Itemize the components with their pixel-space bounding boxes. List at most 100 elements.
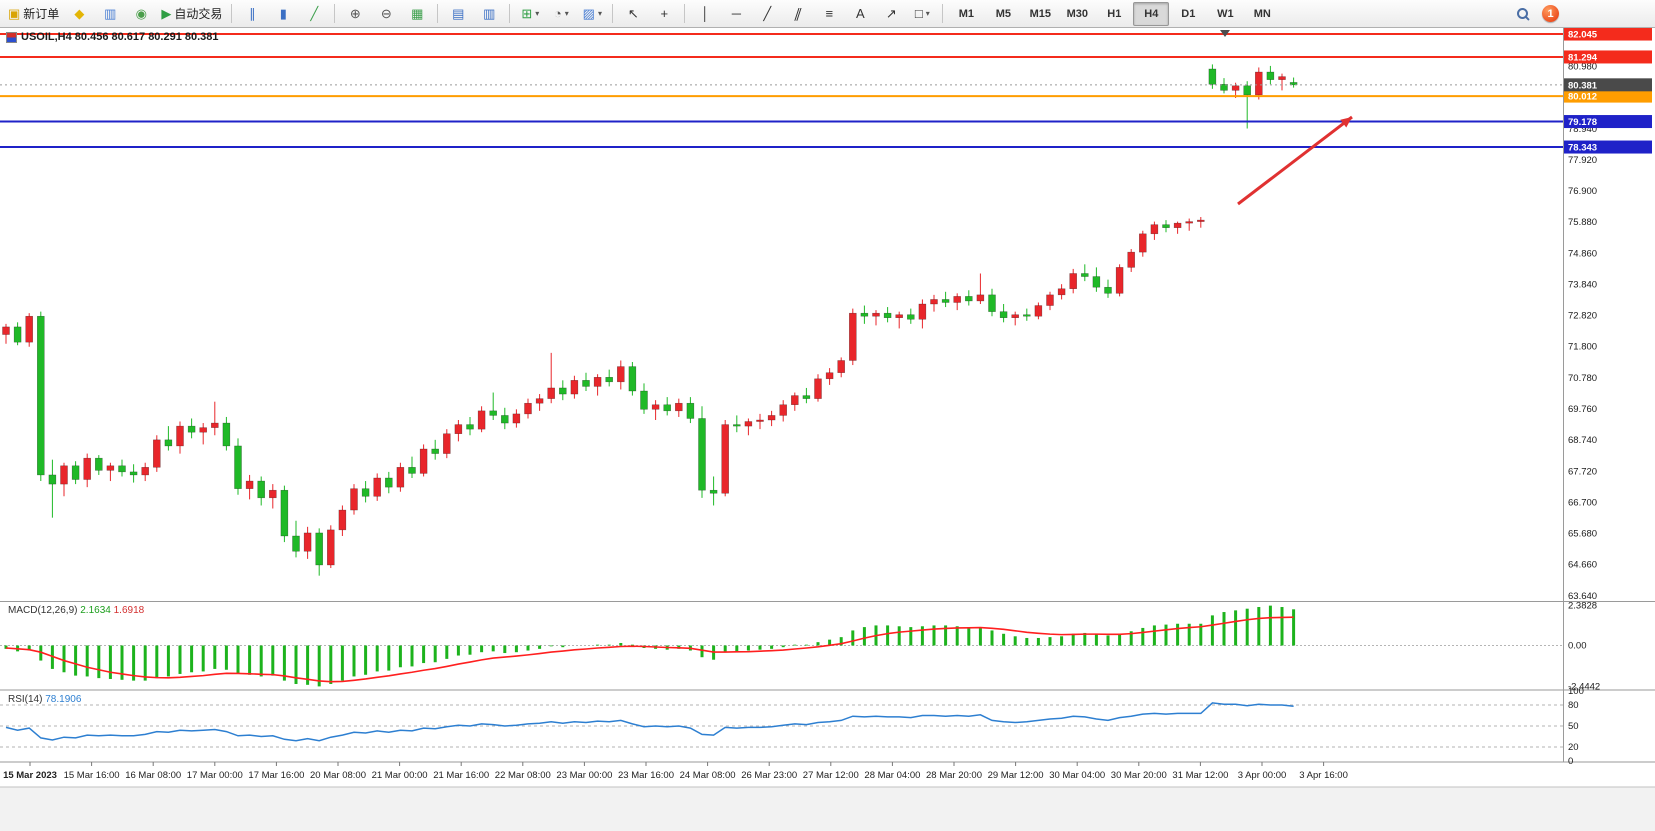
chart-templates-icon[interactable]: ◆ — [64, 2, 94, 26]
candle-body — [176, 425, 184, 447]
candle-body — [535, 398, 544, 404]
search-icon[interactable] — [1516, 7, 1530, 21]
svg-text:78.343: 78.343 — [1568, 143, 1597, 154]
timeframe-button-h4[interactable]: H4 — [1133, 1, 1170, 26]
candle-body — [211, 422, 219, 428]
timeframe-button-m15[interactable]: M15 — [1029, 7, 1052, 20]
data-window-icon[interactable]: ▥ — [95, 2, 125, 26]
candle-body — [257, 480, 265, 499]
candle-body — [419, 448, 428, 474]
time-label: 3 Apr 00:00 — [1238, 770, 1287, 781]
shapes-icon: □ — [914, 6, 923, 21]
candle-body — [582, 380, 590, 387]
auto-trading-button[interactable]: ▶ 自动交易 — [157, 2, 226, 26]
templates-button[interactable]: ▨ ▾ — [577, 2, 607, 26]
time-label: 26 Mar 23:00 — [741, 770, 797, 781]
candle-body — [895, 314, 903, 318]
candle-body — [327, 529, 335, 566]
macd-main-value: 2.1634 — [80, 605, 111, 616]
candlestick-chart-icon[interactable]: ▮ — [268, 2, 298, 26]
notification-badge[interactable]: 1 — [1542, 5, 1559, 22]
macd-panel: 2.3828 0.00 -2.4442 — [0, 601, 1600, 692]
chevron-down-icon: ▾ — [535, 9, 540, 18]
timeframe-button-w1[interactable]: W1 — [1217, 7, 1234, 20]
fibonacci-icon: ≡ — [825, 6, 834, 21]
timeframe-button-m30[interactable]: M30 — [1066, 7, 1089, 20]
candle-body — [1197, 219, 1205, 222]
candle-body — [617, 366, 625, 383]
timeframe-button-m1[interactable]: M1 — [958, 7, 974, 20]
time-label: 27 Mar 12:00 — [803, 770, 859, 781]
time-label: 15 Mar 2023 — [3, 770, 57, 781]
shapes-icon[interactable]: □ ▾ — [907, 2, 937, 26]
zoom-in-icon[interactable]: ⊕ — [340, 2, 370, 26]
candle-body — [1104, 286, 1112, 294]
fibonacci-icon[interactable]: ≡ — [814, 2, 844, 26]
candle-body — [1255, 71, 1263, 96]
ohlc-bars-icon[interactable]: ∥ — [237, 2, 267, 26]
zoom-out-icon[interactable]: ⊖ — [371, 2, 401, 26]
candle-body — [628, 366, 637, 392]
chart-shift-marker[interactable] — [1220, 30, 1230, 37]
arrow-annotation[interactable] — [1237, 115, 1353, 206]
candlestick-chart-icon: ▮ — [279, 6, 287, 21]
candle-body — [129, 471, 138, 476]
candle-body — [593, 377, 602, 387]
refresh-icon[interactable]: ◉ — [126, 2, 156, 26]
periods-button[interactable]: ◔ ▾ — [546, 2, 576, 26]
price-axis-ticks: 80.980 78.940 77.920 76.900 75.880 74.860 73.8… — [1568, 62, 1597, 602]
svg-text:74.860: 74.860 — [1568, 248, 1597, 259]
candle-body — [361, 488, 370, 497]
candle-body — [999, 311, 1008, 318]
rsi-line — [5, 702, 1294, 742]
vertical-line-icon: │ — [701, 6, 710, 21]
crosshair-icon[interactable]: + — [649, 2, 679, 26]
price-box-78.343: 78.343 — [1564, 140, 1652, 154]
svg-text:76.900: 76.900 — [1568, 186, 1597, 197]
channel-icon[interactable]: ∥ — [783, 2, 813, 26]
time-label: 21 Mar 00:00 — [372, 770, 428, 781]
candle-body — [199, 427, 207, 433]
time-label: 23 Mar 00:00 — [556, 770, 612, 781]
rsi-name: RSI(14) — [8, 694, 43, 705]
timeframe-button-h1[interactable]: H1 — [1107, 7, 1122, 20]
svg-text:78.940: 78.940 — [1568, 124, 1597, 135]
candle-body — [1011, 314, 1019, 318]
insert-group: ⊞ ▾ ◔ ▾ ▨ ▾ — [515, 2, 607, 26]
arrows-icon[interactable]: ↗ — [876, 2, 906, 26]
time-label: 28 Mar 04:00 — [864, 770, 920, 781]
cascade-windows-icon[interactable]: ▥ — [474, 2, 504, 26]
candle-body — [524, 402, 532, 415]
candle-body — [373, 477, 381, 497]
candle-body — [350, 488, 358, 511]
cursor-icon[interactable]: ↖ — [618, 2, 648, 26]
candle-body — [1150, 224, 1159, 235]
text-icon[interactable]: A — [845, 2, 875, 26]
candle-body — [883, 312, 892, 318]
grid-icon[interactable]: ▦ — [402, 2, 432, 26]
svg-text:75.880: 75.880 — [1568, 217, 1597, 228]
candle-body — [234, 445, 242, 489]
timeframe-button-mn[interactable]: MN — [1253, 7, 1271, 20]
vertical-line-icon[interactable]: │ — [690, 2, 720, 26]
new-order-button[interactable]: ▣ 新订单 — [4, 2, 63, 26]
candle-body — [976, 294, 985, 302]
candle-body — [721, 424, 729, 494]
time-label: 22 Mar 08:00 — [495, 770, 551, 781]
candle-body — [930, 299, 938, 305]
line-chart-icon[interactable]: ╱ — [299, 2, 329, 26]
timeframe-button-d1[interactable]: D1 — [1181, 7, 1196, 20]
indicators-button: ⊞ — [521, 6, 533, 21]
time-label: 17 Mar 00:00 — [187, 770, 243, 781]
price-box-81.294: 81.294 — [1564, 50, 1652, 64]
timeframe-button-m5[interactable]: M5 — [995, 7, 1011, 20]
horizontal-line-icon[interactable]: ─ — [721, 2, 751, 26]
candle-body — [489, 410, 497, 416]
candle-body — [1081, 273, 1089, 277]
time-label: 28 Mar 20:00 — [926, 770, 982, 781]
tile-windows-icon[interactable]: ▤ — [443, 2, 473, 26]
indicators-button[interactable]: ⊞ ▾ — [515, 2, 545, 26]
svg-text:0.00: 0.00 — [1568, 641, 1587, 652]
svg-text:67.720: 67.720 — [1568, 466, 1597, 477]
trendline-icon[interactable]: ╱ — [752, 2, 782, 26]
